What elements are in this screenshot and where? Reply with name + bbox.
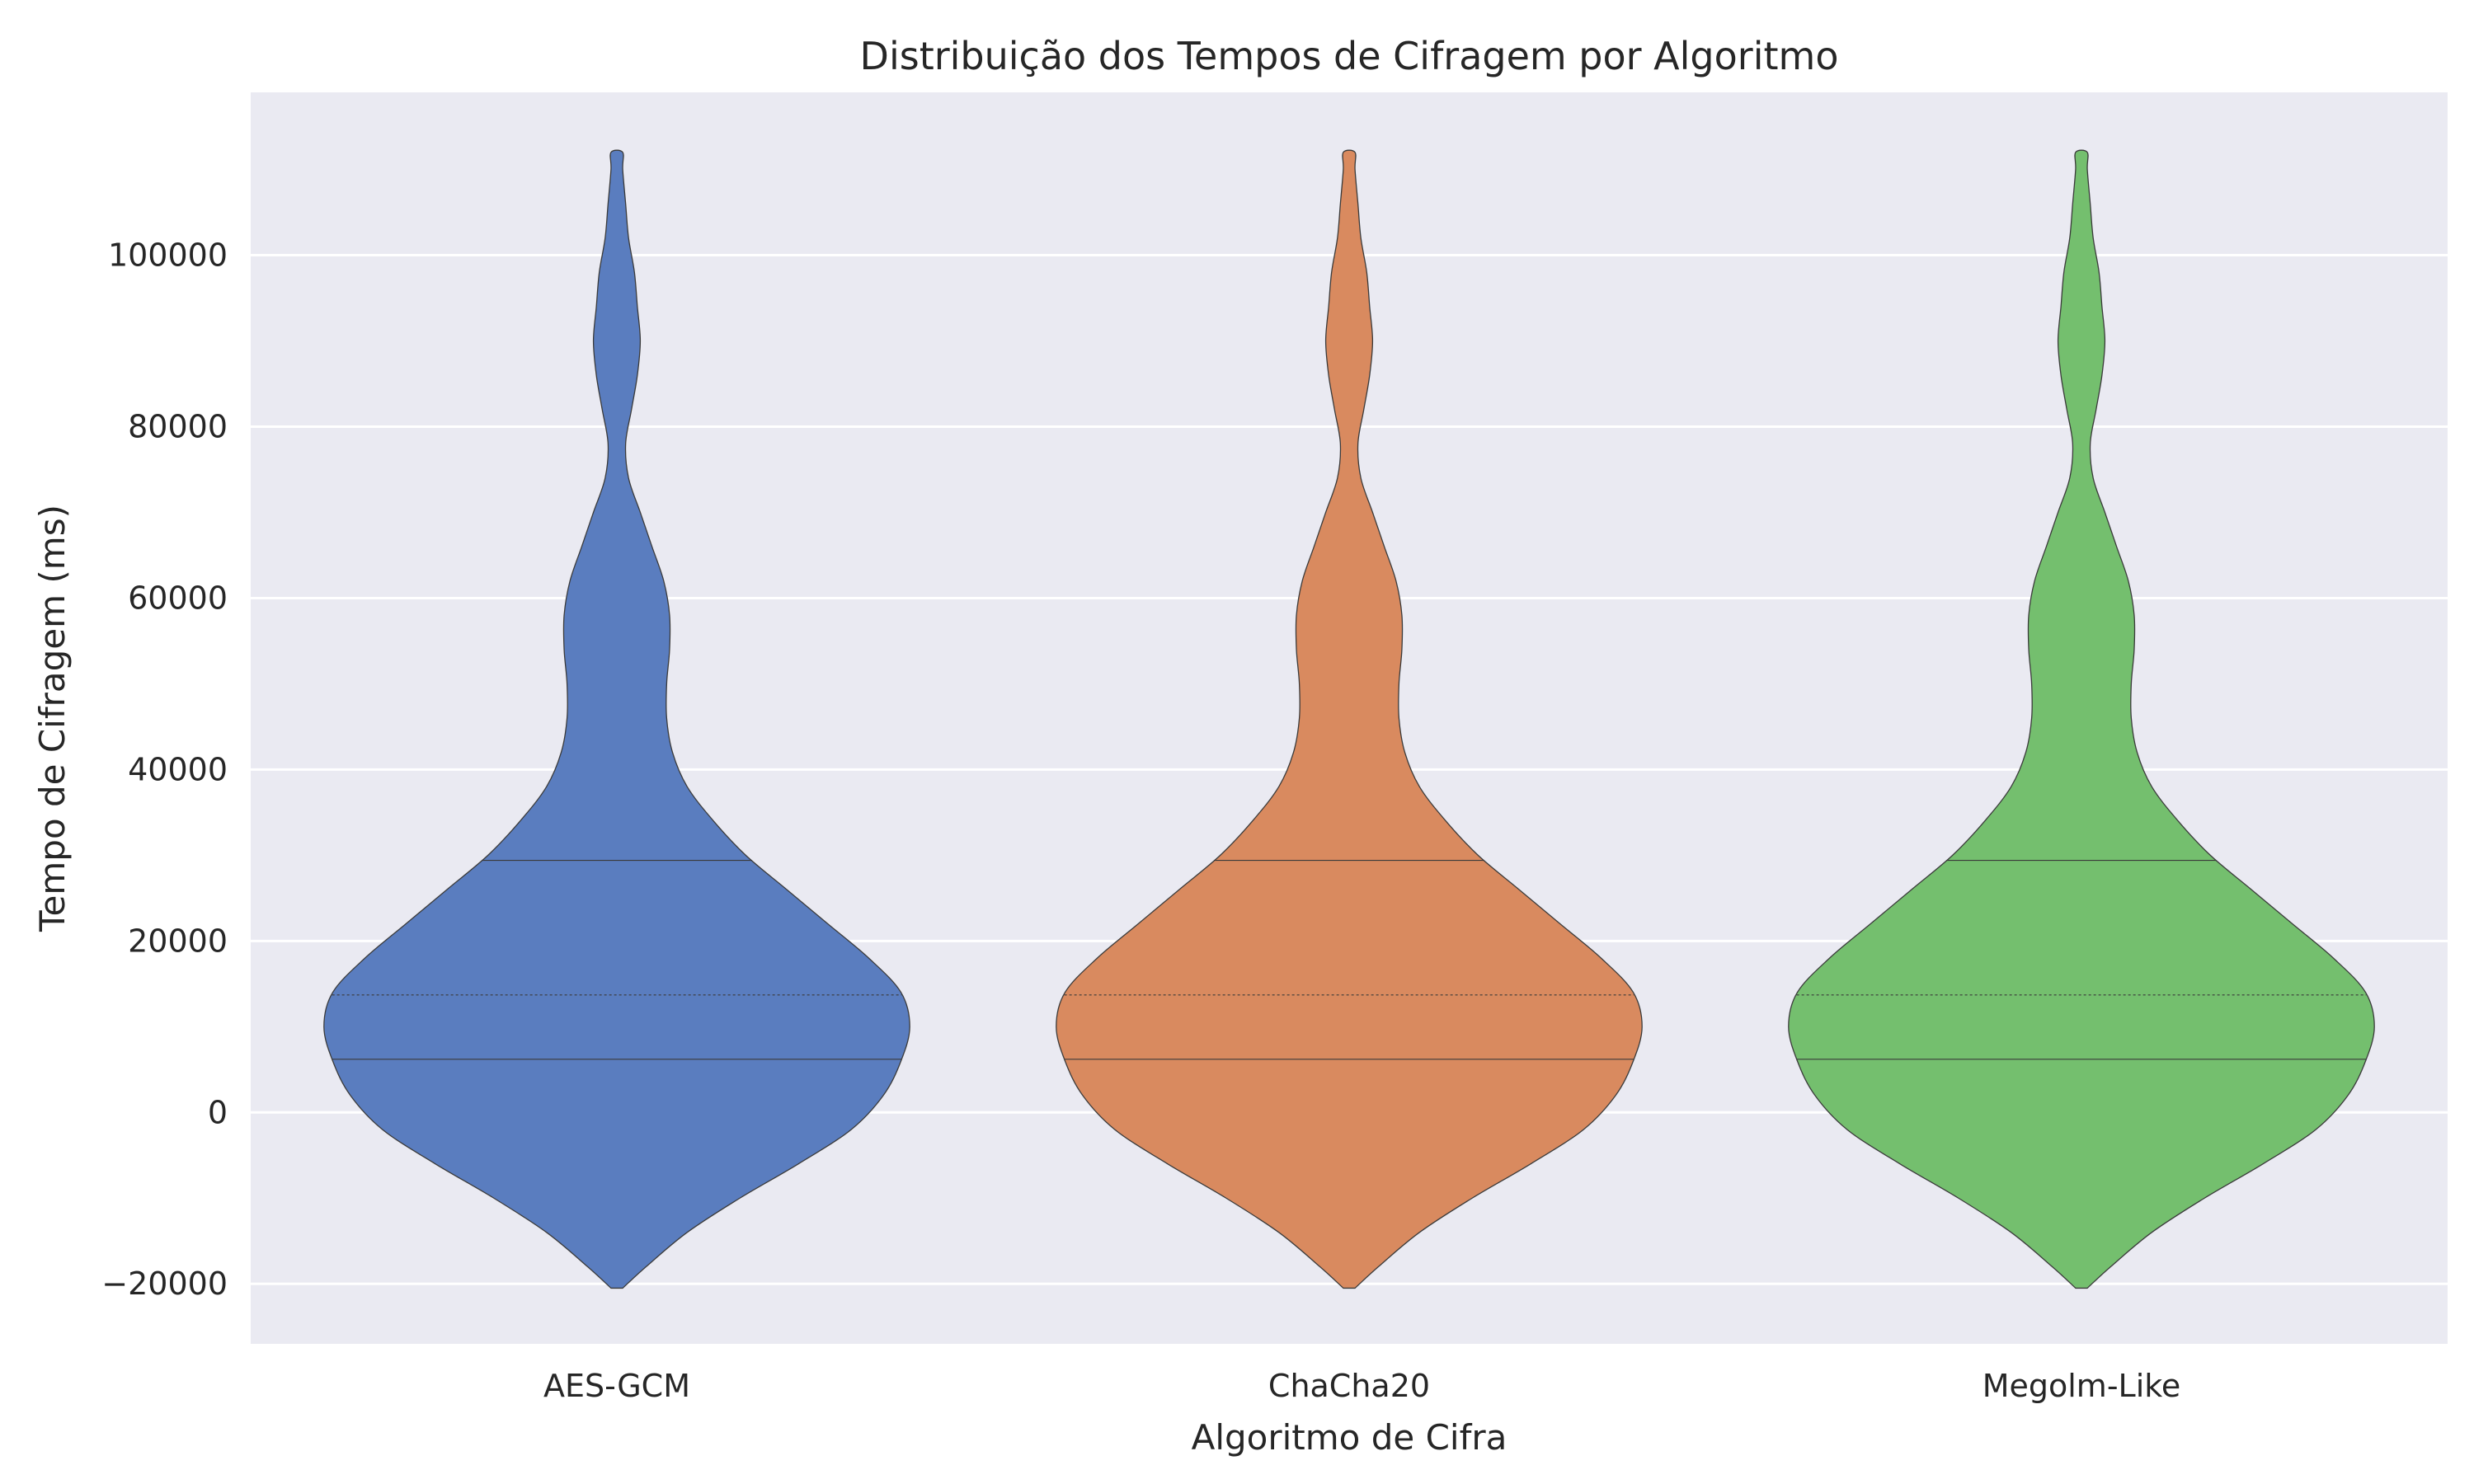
violin-megolm-like bbox=[1788, 149, 2375, 1289]
violin-aes-gcm bbox=[323, 149, 910, 1289]
chart-title: Distribuição dos Tempos de Cifragem por … bbox=[860, 34, 1839, 78]
y-tick-labels: −20000 0 20000 40000 60000 80000 100000 bbox=[101, 237, 228, 1303]
x-tick-labels: AES-GCM ChaCha20 Megolm-Like bbox=[543, 1368, 2180, 1404]
y-axis-label: Tempo de Cifragem (ms) bbox=[32, 505, 73, 932]
y-tick-label: 0 bbox=[208, 1094, 228, 1130]
x-tick-label: Megolm-Like bbox=[1982, 1368, 2181, 1404]
y-tick-label: 60000 bbox=[128, 580, 228, 616]
x-axis-label: Algoritmo de Cifra bbox=[1192, 1417, 1507, 1458]
violins bbox=[323, 149, 2375, 1289]
y-tick-label: −20000 bbox=[101, 1266, 228, 1302]
y-tick-label: 20000 bbox=[128, 923, 228, 959]
x-tick-label: AES-GCM bbox=[543, 1368, 690, 1404]
y-tick-label: 100000 bbox=[108, 237, 228, 274]
violin-chacha20 bbox=[1056, 149, 1643, 1289]
y-tick-label: 80000 bbox=[128, 408, 228, 444]
y-tick-label: 40000 bbox=[128, 751, 228, 787]
x-tick-label: ChaCha20 bbox=[1268, 1368, 1430, 1404]
